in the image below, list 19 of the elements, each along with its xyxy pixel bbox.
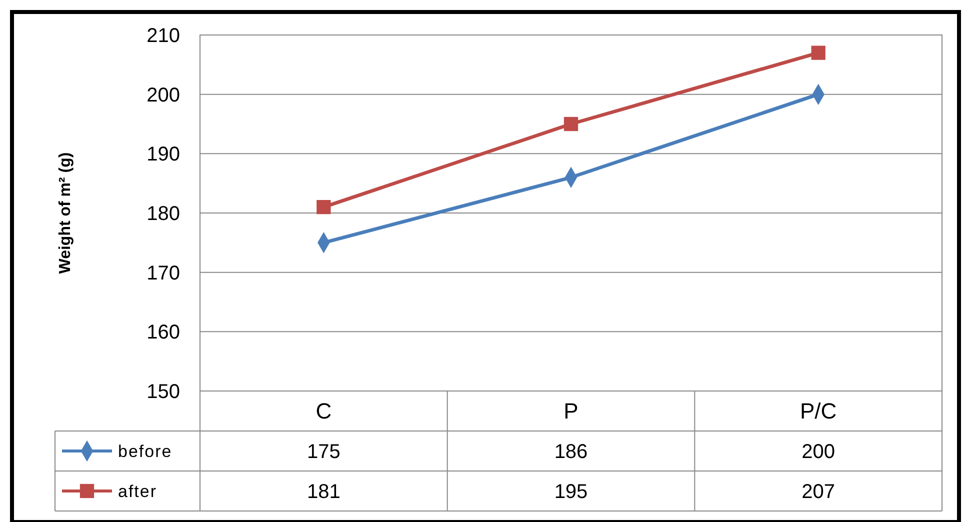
y-tick-label: 210	[146, 25, 180, 47]
y-axis-title: Weight of m² (g)	[57, 152, 74, 274]
data-label: 175	[306, 441, 340, 463]
y-tick-label: 170	[146, 262, 180, 284]
x-tick-label: P	[564, 398, 578, 424]
y-tick-label: 200	[146, 84, 180, 106]
x-tick-label: P/C	[800, 398, 837, 424]
y-tick-label: 190	[146, 144, 180, 166]
y-tick-label: 160	[146, 322, 180, 344]
x-tick-label: C	[316, 398, 332, 424]
data-label: 207	[802, 481, 836, 503]
data-label: 200	[802, 441, 836, 463]
y-tick-label: 180	[146, 203, 180, 225]
legend-label: after	[118, 482, 158, 501]
y-tick-label: 150	[146, 381, 180, 403]
legend-label: before	[118, 442, 172, 461]
data-label: 181	[306, 481, 340, 503]
data-label: 186	[554, 441, 588, 463]
data-label: 195	[554, 481, 588, 503]
